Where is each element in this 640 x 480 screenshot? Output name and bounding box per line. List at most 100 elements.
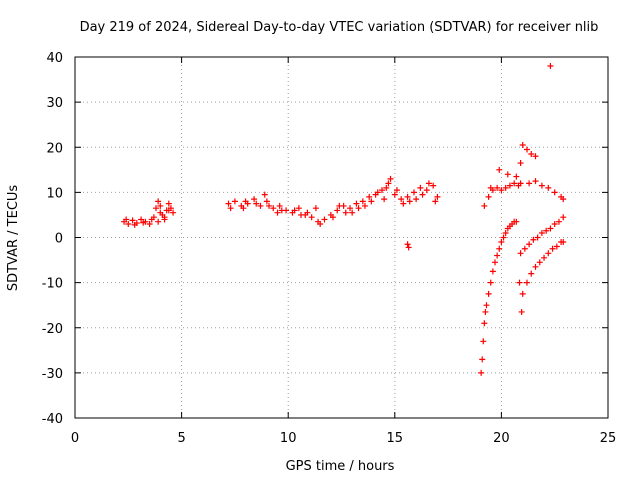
data-point: [353, 200, 360, 207]
data-point: [261, 191, 268, 198]
data-point: [374, 189, 381, 196]
y-tick-label: -20: [42, 322, 63, 337]
data-point: [157, 202, 164, 209]
x-axis-label: GPS time / hours: [286, 459, 395, 474]
data-point: [317, 220, 324, 227]
data-point: [419, 191, 426, 198]
data-point: [560, 196, 567, 203]
data-point: [334, 207, 341, 214]
data-point: [349, 209, 356, 216]
tick-layer: 0 5 10 15 20 25 -40 -30 -20 -10 0 10 20 30 40: [42, 51, 617, 446]
data-point: [543, 227, 550, 234]
data-point: [538, 229, 545, 236]
data-point: [423, 187, 430, 194]
data-point: [312, 205, 319, 212]
data-point: [518, 308, 525, 315]
series-evening-curve-1: [516, 214, 567, 286]
data-point: [165, 200, 172, 207]
data-point: [257, 202, 264, 209]
data-point: [481, 202, 488, 209]
data-point: [494, 184, 501, 191]
data-point: [155, 198, 162, 205]
data-point: [526, 241, 533, 248]
data-point: [528, 151, 535, 158]
data-point: [270, 205, 277, 212]
data-point: [551, 220, 558, 227]
data-point: [532, 178, 539, 185]
data-point: [483, 302, 490, 309]
data-point: [425, 180, 432, 187]
data-point: [321, 216, 328, 223]
series-evening-upper: [517, 63, 567, 203]
data-point: [240, 205, 247, 212]
data-point: [253, 200, 260, 207]
data-point: [404, 241, 411, 248]
data-point: [506, 182, 513, 189]
data-point: [379, 187, 386, 194]
data-point: [479, 356, 486, 363]
data-point: [549, 245, 556, 252]
data-point: [480, 338, 487, 345]
data-point: [393, 187, 400, 194]
data-point: [430, 182, 437, 189]
data-point: [485, 193, 492, 200]
data-point: [266, 202, 273, 209]
data-point: [400, 200, 407, 207]
data-point: [481, 320, 488, 327]
data-point: [155, 218, 162, 225]
data-point: [146, 220, 153, 227]
series-evening-curve-2: [518, 239, 567, 315]
series-cluster-midday: [225, 175, 441, 227]
x-tick-label: 5: [177, 431, 185, 446]
data-point: [560, 214, 567, 221]
data-point: [521, 245, 528, 252]
data-point: [227, 205, 234, 212]
series-afternoon-upper-branch: [481, 166, 524, 209]
data-point: [541, 254, 548, 261]
data-point: [263, 198, 270, 205]
y-tick-label: 30: [46, 96, 63, 111]
y-axis-label: SDTVAR / TECUs: [6, 185, 21, 292]
data-point: [516, 279, 523, 286]
data-point: [138, 216, 145, 223]
data-point: [391, 191, 398, 198]
x-tick-label: 0: [71, 431, 79, 446]
data-point: [555, 218, 562, 225]
data-point: [519, 290, 526, 297]
data-point: [274, 209, 281, 216]
data-point: [225, 200, 232, 207]
data-point: [551, 189, 558, 196]
data-point: [432, 198, 439, 205]
data-point: [165, 207, 172, 214]
data-point: [526, 180, 533, 187]
data-point: [536, 259, 543, 266]
data-point: [494, 252, 501, 259]
data-point: [276, 202, 283, 209]
data-point: [547, 63, 554, 70]
data-point: [129, 217, 136, 224]
series-isolated-points: [404, 241, 412, 251]
data-point: [482, 308, 489, 315]
data-point: [161, 216, 168, 223]
y-tick-label: -40: [42, 412, 63, 427]
data-point: [387, 175, 394, 182]
data-point: [517, 180, 524, 187]
data-point: [496, 245, 503, 252]
data-point: [545, 184, 552, 191]
data-point: [532, 153, 539, 160]
data-point: [500, 234, 507, 241]
x-tick-label: 10: [280, 431, 297, 446]
data-point: [170, 209, 177, 216]
data-point: [513, 218, 520, 225]
data-point: [366, 193, 373, 200]
data-point: [434, 193, 441, 200]
data-point: [157, 209, 164, 216]
data-point: [153, 205, 160, 212]
data-point: [329, 214, 336, 221]
data-point: [355, 205, 362, 212]
data-point: [523, 146, 530, 153]
data-point: [496, 166, 503, 173]
y-tick-label: -30: [42, 367, 63, 382]
